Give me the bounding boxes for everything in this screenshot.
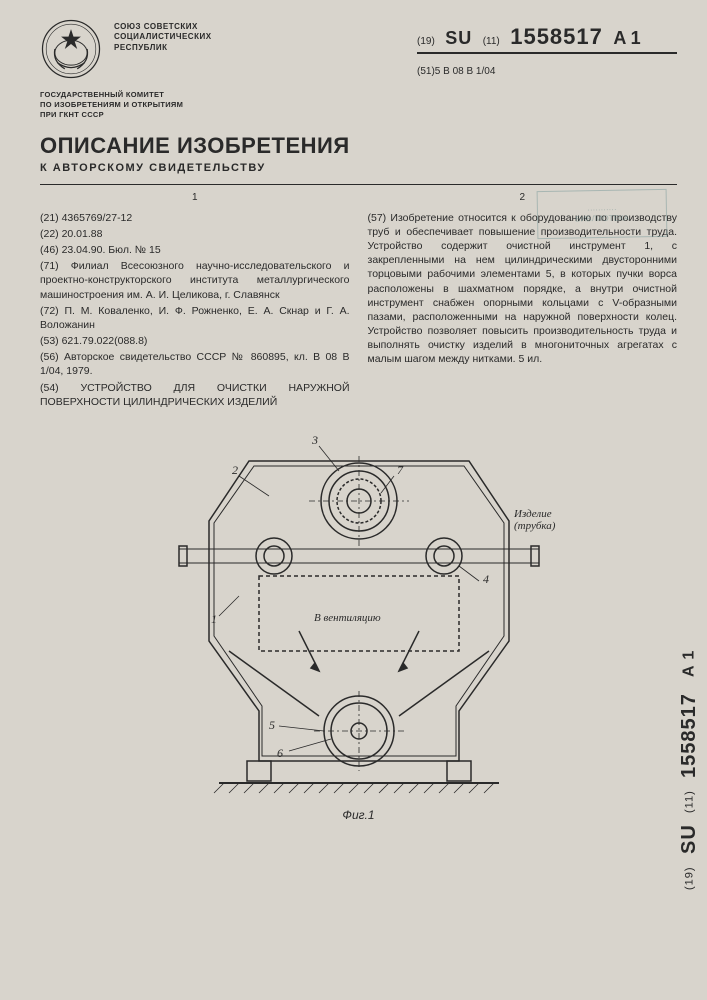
column-left: 1 (21) 4365769/27-12 (22) 20.01.88 (46) …	[40, 191, 350, 411]
state-emblem	[40, 18, 102, 80]
label-trubka: (трубка)	[514, 520, 556, 532]
publication-line: (19) SU (11) 1558517 A 1	[417, 24, 677, 50]
field-21: (21) 4365769/27-12	[40, 211, 350, 225]
callout-3: 3	[311, 433, 318, 447]
sub-title: К АВТОРСКОМУ СВИДЕТЕЛЬСТВУ	[40, 162, 677, 174]
label-izdelie: Изделие	[513, 508, 552, 520]
pub-prefix: (19)	[417, 36, 435, 47]
callout-6: 6	[277, 746, 283, 760]
field-56: (56) Авторское свидетельство СССР № 8608…	[40, 350, 350, 378]
pub-su: SU	[445, 28, 472, 49]
pub-number: 1558517	[510, 24, 603, 50]
figure-drawing: 2 3 7 1 4 5 6 Изделие (трубка) В вентиля…	[159, 421, 559, 801]
classification: (51)5 B 08 B 1/04	[417, 66, 677, 77]
pub-underline	[417, 52, 677, 54]
col-number: 1	[40, 191, 350, 205]
main-title: ОПИСАНИЕ ИЗОБРЕТЕНИЯ	[40, 133, 677, 159]
field-53: (53) 621.79.022(088.8)	[40, 334, 350, 348]
side-prefix: (19)	[684, 866, 696, 890]
field-71: (71) Филиал Всесоюзного научно-исследова…	[40, 259, 350, 302]
pub-suffix: A 1	[613, 28, 640, 48]
union-line: СОЮЗ СОВЕТСКИХ	[114, 22, 212, 32]
pub-mid: (11)	[483, 36, 500, 47]
committee-line: ПРИ ГКНТ СССР	[40, 110, 677, 120]
title-block: ОПИСАНИЕ ИЗОБРЕТЕНИЯ К АВТОРСКОМУ СВИДЕТ…	[40, 133, 677, 174]
committee-block: ГОСУДАРСТВЕННЫЙ КОМИТЕТ ПО ИЗОБРЕТЕНИЯМ …	[40, 90, 677, 119]
label-vent: В вентиляцию	[314, 612, 381, 624]
figure-caption: Фиг.1	[40, 808, 677, 822]
figure: 2 3 7 1 4 5 6 Изделие (трубка) В вентиля…	[40, 421, 677, 822]
union-line: РЕСПУБЛИК	[114, 43, 212, 53]
committee-line: ГОСУДАРСТВЕННЫЙ КОМИТЕТ	[40, 90, 677, 100]
callout-1: 1	[211, 612, 217, 626]
side-su: SU	[678, 825, 701, 855]
committee-line: ПО ИЗОБРЕТЕНИЯМ И ОТКРЫТИЯМ	[40, 100, 677, 110]
field-46: (46) 23.04.90. Бюл. № 15	[40, 243, 350, 257]
divider	[40, 184, 677, 185]
header-row: СОЮЗ СОВЕТСКИХ СОЦИАЛИСТИЧЕСКИХ РЕСПУБЛИ…	[40, 18, 677, 80]
side-num: 1558517	[678, 693, 701, 778]
library-stamp: ···········БИБЛИОТЕКА	[537, 189, 668, 239]
union-text: СОЮЗ СОВЕТСКИХ СОЦИАЛИСТИЧЕСКИХ РЕСПУБЛИ…	[114, 18, 212, 53]
union-line: СОЦИАЛИСТИЧЕСКИХ	[114, 32, 212, 42]
field-72: (72) П. М. Коваленко, И. Ф. Рожненко, Е.…	[40, 304, 350, 332]
side-suffix: A 1	[681, 649, 699, 676]
field-54: (54) УСТРОЙСТВО ДЛЯ ОЧИСТКИ НАРУЖНОЙ ПОВ…	[40, 381, 350, 409]
side-mid: (11)	[684, 790, 696, 813]
publication-block: (19) SU (11) 1558517 A 1 (51)5 B 08 B 1/…	[417, 18, 677, 77]
field-22: (22) 20.01.88	[40, 227, 350, 241]
callout-5: 5	[269, 718, 275, 732]
callout-4: 4	[483, 572, 489, 586]
callout-2: 2	[232, 463, 238, 477]
callout-7: 7	[397, 463, 404, 477]
side-publication-mark: (19) SU (11) 1558517 A 1	[678, 330, 701, 890]
